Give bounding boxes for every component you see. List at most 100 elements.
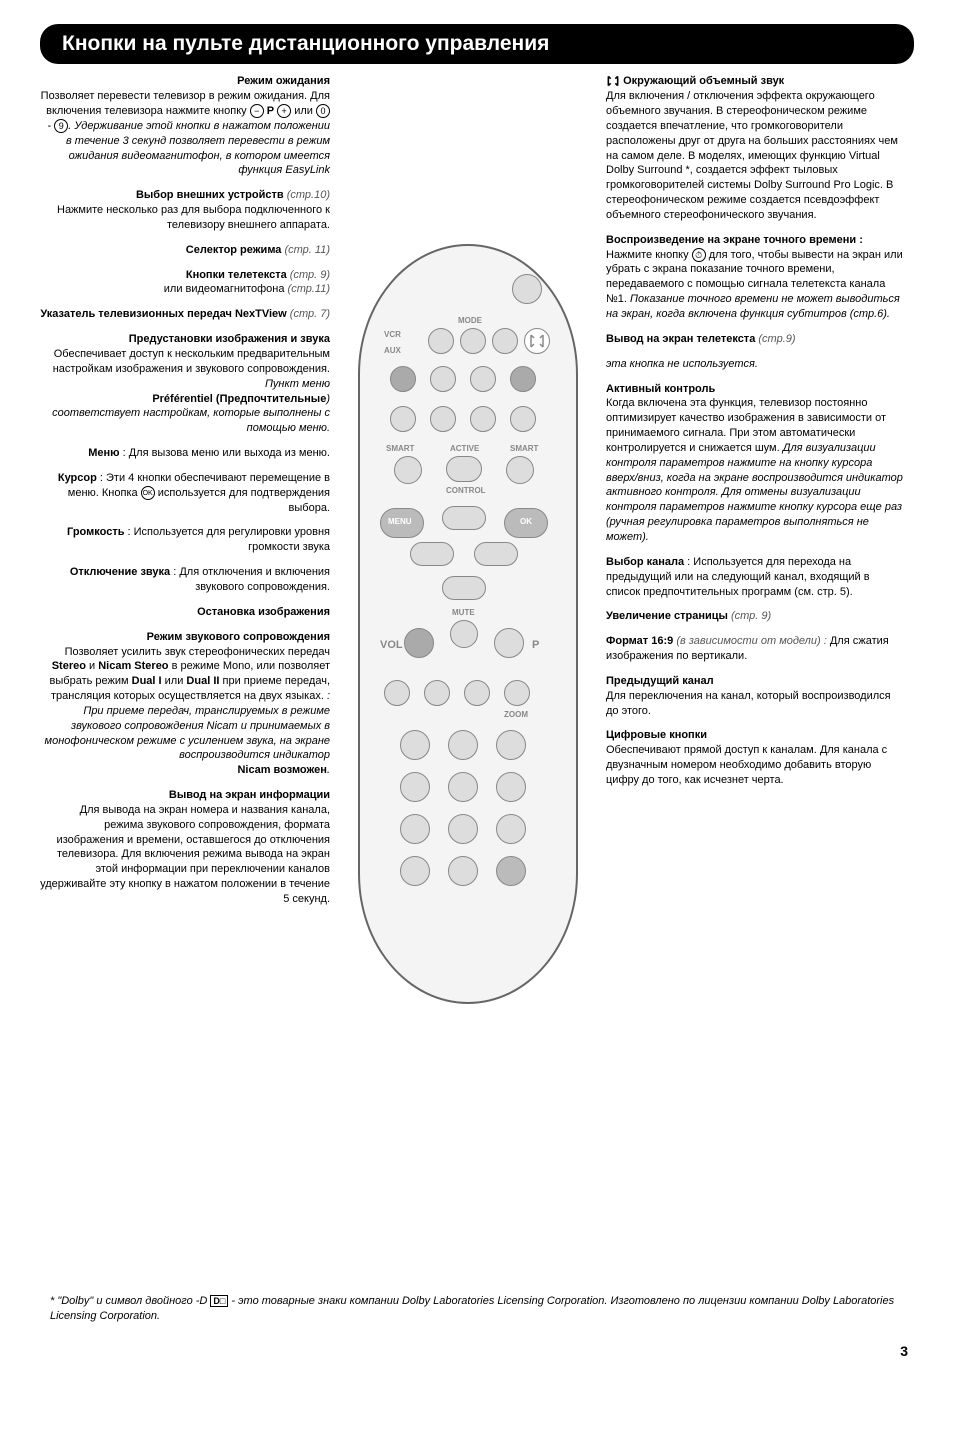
info-button-icon [400,856,430,886]
mute-button-icon [450,620,478,648]
vol-label: VOL [380,638,403,653]
guide-btn2-icon [430,406,456,432]
menu-label: MENU [388,517,412,528]
smart-l-label: SMART [386,444,414,455]
standby-or: или [294,105,316,117]
cursor-text2: используется для подтверждения выбора. [155,487,330,514]
sound-mode-nicam: Nicam возможен [237,764,326,776]
footnote-prefix: * "Dolby" и символ двойного -D [50,1295,210,1307]
nine-icon: 9 [54,119,68,133]
digits-heading: Цифровые кнопки [606,728,906,743]
channel-section: Выбор канала : Используется для перехода… [606,555,906,600]
smart-picture-icon [506,456,534,484]
presets-italic2: соответствует настройкам, которые выполн… [52,407,330,434]
power-button-icon [512,274,542,304]
mode-label: MODE [458,316,482,327]
info-heading: Вывод на экран информации [40,788,330,803]
footnote: * "Dolby" и символ двойного -D D□ - это … [40,1294,914,1324]
ttx-out-section: Вывод на экран телетекста (стр.9) [606,332,906,347]
menu-section: Меню : Для вызова меню или выхода из мен… [40,446,330,461]
teletext-keys-page: (стр. 9) [290,269,330,281]
teletext-keys-page2: (стр.11) [288,283,330,295]
minus-icon: − [250,104,264,118]
surround-icon [528,332,546,350]
zoom-btn3-icon [464,680,490,706]
zoom-page: (стр. 9) [731,610,771,622]
mode-selector-page: (стр. 11) [284,244,330,256]
mute-section: Отключение звука : Для отключения и вклю… [40,565,330,595]
external-text: Нажмите несколько раз для выбора подключ… [40,203,330,233]
sound-mode-b3: Dual I [132,675,162,687]
prev-ch-button-icon [496,856,526,886]
zoom-btn4-icon [504,680,530,706]
digit-8-icon [448,814,478,844]
cursor-section: Курсор : Эти 4 кнопки обеспечивают перем… [40,471,330,516]
mute-heading: Отключение звука [70,566,170,578]
remote-diagram: MODE VCR AUX SMART ACTIV [358,244,578,1004]
menu-text: : Для вызова меню или выхода из меню. [120,447,330,459]
digit-5-icon [448,772,478,802]
sound-mode-b2: Nicam Stereo [98,660,168,672]
format-section: Формат 16:9 (в зависимости от модели) : … [606,634,906,664]
volume-text: : Используется для регулировки уровня гр… [124,526,330,553]
digit-6-icon [496,772,526,802]
clock-section: Воспроизведение на экране точного времен… [606,233,906,322]
unused-section: эта кнопка не используется. [606,357,906,372]
digit-0-icon [448,856,478,886]
plus-icon: + [277,104,291,118]
teletext-keys-text: или видеомагнитофона [164,283,288,295]
ttx-out-heading: Вывод на экран телетекста [606,333,758,345]
menu-heading: Меню [88,447,119,459]
page-number: 3 [40,1342,914,1361]
digit-7-icon [400,814,430,844]
p-label-remote: P [532,638,539,653]
surround-heading: Окружающий объемный звук [623,75,784,87]
p-button-icon [494,628,524,658]
prev-channel-section: Предыдущий канал Для переключения на кан… [606,674,906,719]
dolby-dd-icon: D□ [210,1295,228,1307]
surround-section: Окружающий объемный звук Для включения /… [606,74,906,222]
mode-btn2-icon [460,328,486,354]
digits-section: Цифровые кнопки Обеспечивают прямой дост… [606,728,906,787]
presets-bold3: ) [326,393,330,405]
ttx-btn2-icon [430,366,456,392]
active-italic: Для визуализации контроля параметров наж… [606,442,903,543]
info-text: Для вывода на экран номера и названия ка… [40,803,330,907]
sound-mode-b1: Stereo [52,660,86,672]
sound-mode-t1: Позволяет усилить звук стереофонических … [65,646,330,658]
zoom-btn1-icon [384,680,410,706]
freeze-heading: Остановка изображения [197,606,330,618]
surround-heading-icon [606,74,620,88]
standby-heading: Режим ожидания [40,74,330,89]
sound-mode-t4: или [165,675,187,687]
active-label: ACTIVE [450,444,479,455]
presets-section: Предустановки изображения и звука Обеспе… [40,332,330,436]
external-section: Выбор внешних устройств (стр.10) Нажмите… [40,188,330,233]
ok-label: OK [520,517,532,528]
clock-t1: Нажмите кнопку [606,249,692,261]
page-title: Кнопки на пульте дистанционного управлен… [40,24,914,64]
sound-mode-dot: . [327,764,330,776]
cursor-right-icon [474,542,518,566]
external-heading: Выбор внешних устройств [136,189,287,201]
zero-icon: 0 [316,104,330,118]
format-page: (в зависимости от модели) : [676,635,830,647]
ttx-btn3-icon [470,366,496,392]
vol-button-icon [404,628,434,658]
channel-heading: Выбор канала [606,556,684,568]
clock-heading: Воспроизведение на экране точного времен… [606,234,863,246]
sound-mode-b4: Dual II [186,675,219,687]
ok-icon: OK [141,486,155,500]
zoom-heading: Увеличение страницы [606,610,731,622]
smart-sound-icon [394,456,422,484]
freeze-section: Остановка изображения [40,605,330,620]
zoom-btn2-icon [424,680,450,706]
active-section: Активный контроль Когда включена эта фун… [606,382,906,545]
ttx-out-page: (стр.9) [758,333,795,345]
vcr-label: VCR [384,330,401,341]
teletext-keys-section: Кнопки телетекста (стр. 9) или видеомагн… [40,268,330,298]
mode-selector-section: Селектор режима (стр. 11) [40,243,330,258]
zoom-label: ZOOM [504,710,528,721]
smart-r-label: SMART [510,444,538,455]
ttx-btn4-icon [510,366,536,392]
